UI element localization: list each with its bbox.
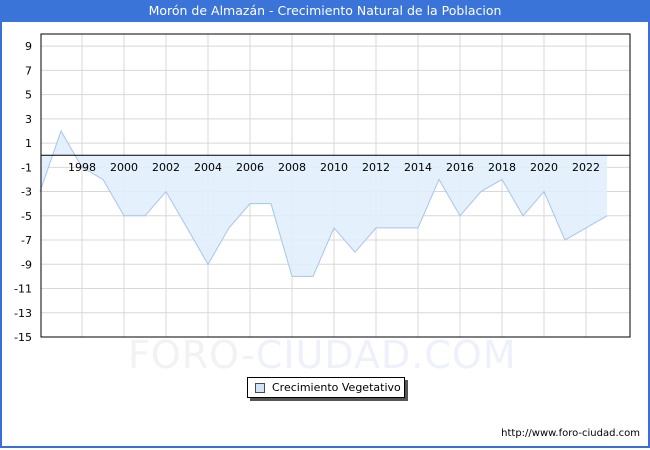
x-tick-label: 2006 xyxy=(236,161,264,174)
legend-label: Crecimiento Vegetativo xyxy=(272,381,401,394)
x-tick-label: 2000 xyxy=(110,161,138,174)
y-tick-label: 3 xyxy=(25,113,32,126)
y-tick-label: -3 xyxy=(21,186,32,199)
x-tick-label: 2020 xyxy=(530,161,558,174)
y-tick-label: -15 xyxy=(14,331,32,344)
y-tick-label: 1 xyxy=(25,137,32,150)
y-tick-label: -7 xyxy=(21,234,32,247)
legend-swatch-icon xyxy=(255,383,265,393)
y-tick-label: -5 xyxy=(21,210,32,223)
x-tick-label: 2016 xyxy=(446,161,474,174)
y-tick-label: -9 xyxy=(21,258,32,271)
x-tick-label: 2010 xyxy=(320,161,348,174)
legend: Crecimiento Vegetativo xyxy=(247,377,405,398)
y-tick-label: -13 xyxy=(14,307,32,320)
x-tick-label: 2012 xyxy=(362,161,390,174)
source-link[interactable]: http://www.foro-ciudad.com xyxy=(501,428,640,439)
y-tick-label: 7 xyxy=(25,64,32,77)
y-tick-label: -1 xyxy=(21,161,32,174)
x-tick-label: 1998 xyxy=(68,161,96,174)
x-tick-label: 2004 xyxy=(194,161,222,174)
x-tick-label: 2014 xyxy=(404,161,432,174)
x-tick-label: 2022 xyxy=(572,161,600,174)
x-tick-label: 2002 xyxy=(152,161,180,174)
area-fill xyxy=(40,130,607,277)
x-tick-label: 2018 xyxy=(488,161,516,174)
x-tick-label: 2008 xyxy=(278,161,306,174)
chart-title: Morón de Almazán - Crecimiento Natural d… xyxy=(0,0,650,22)
watermark: FORO-CIUDAD.COM xyxy=(128,333,517,377)
series-line xyxy=(39,129,608,277)
y-tick-label: -11 xyxy=(14,283,32,296)
plot-border xyxy=(40,33,631,338)
y-tick-label: 5 xyxy=(25,89,32,102)
y-tick-label: 9 xyxy=(25,40,32,53)
